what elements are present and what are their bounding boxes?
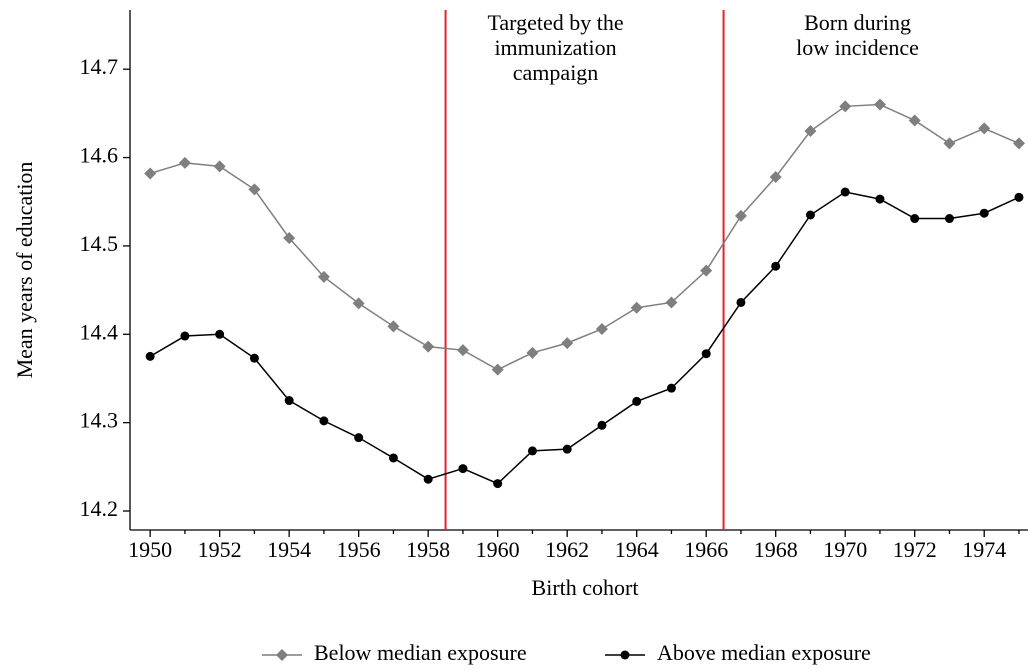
data-point	[1012, 137, 1025, 150]
x-tick-label: 1966	[684, 537, 728, 562]
data-point	[561, 337, 574, 350]
data-point	[943, 137, 956, 150]
data-point	[458, 464, 468, 474]
y-tick-label: 14.5	[80, 231, 119, 256]
data-point	[215, 329, 225, 339]
data-point	[352, 297, 365, 310]
data-point	[145, 351, 155, 361]
data-point	[701, 349, 711, 359]
data-point	[284, 396, 294, 406]
data-point	[979, 208, 989, 218]
data-point	[665, 296, 678, 309]
data-point	[422, 340, 435, 353]
data-point	[805, 210, 815, 220]
data-point	[910, 214, 920, 224]
data-point	[493, 479, 503, 489]
data-point	[248, 183, 261, 196]
data-point	[666, 383, 676, 393]
y-tick-label: 14.6	[80, 143, 119, 168]
data-point	[423, 474, 433, 484]
data-point	[319, 416, 329, 426]
data-point	[839, 100, 852, 113]
annotation: immunization	[494, 35, 616, 60]
data-point	[317, 270, 330, 283]
data-point	[178, 156, 191, 169]
data-point	[491, 363, 504, 376]
data-point	[978, 122, 991, 135]
x-axis-title: Birth cohort	[532, 575, 639, 600]
x-tick-label: 1962	[545, 537, 589, 562]
x-tick-label: 1972	[893, 537, 937, 562]
data-point	[249, 353, 259, 363]
y-tick-label: 14.3	[80, 408, 119, 433]
x-tick-label: 1950	[128, 537, 172, 562]
data-point	[908, 114, 921, 127]
legend-marker	[620, 650, 630, 660]
series-line	[149, 191, 1020, 485]
data-point	[387, 320, 400, 333]
data-point	[597, 420, 607, 430]
x-tick-label: 1968	[754, 537, 798, 562]
legend-label: Below median exposure	[314, 640, 527, 665]
data-point	[180, 331, 190, 341]
data-point	[354, 433, 364, 443]
data-point	[388, 453, 398, 463]
x-tick-label: 1960	[476, 537, 520, 562]
data-point	[632, 396, 642, 406]
x-tick-label: 1952	[198, 537, 242, 562]
x-tick-label: 1956	[337, 537, 381, 562]
series-line	[149, 103, 1020, 371]
data-point	[736, 297, 746, 307]
annotation: low incidence	[796, 35, 919, 60]
data-point	[771, 261, 781, 271]
data-point	[769, 171, 782, 184]
annotation: campaign	[513, 60, 599, 85]
data-point	[1014, 192, 1024, 202]
data-point	[283, 231, 296, 244]
data-point	[734, 209, 747, 222]
x-tick-label: 1970	[823, 537, 867, 562]
data-point	[873, 98, 886, 111]
x-tick-label: 1974	[962, 537, 1006, 562]
data-point	[595, 322, 608, 335]
data-point	[526, 346, 539, 359]
data-point	[944, 214, 954, 224]
data-point	[456, 344, 469, 357]
x-tick-label: 1964	[615, 537, 659, 562]
data-point	[630, 301, 643, 314]
data-point	[562, 444, 572, 454]
y-tick-label: 14.2	[80, 496, 119, 521]
data-point	[213, 160, 226, 173]
x-tick-label: 1954	[267, 537, 311, 562]
y-tick-label: 14.4	[80, 319, 119, 344]
y-tick-label: 14.7	[80, 54, 119, 79]
data-point	[700, 264, 713, 277]
legend-label: Above median exposure	[657, 640, 871, 665]
y-axis-title: Mean years of education	[12, 162, 37, 379]
data-point	[875, 194, 885, 204]
annotation: Targeted by the	[487, 10, 623, 35]
data-point	[527, 446, 537, 456]
annotation: Born during	[804, 10, 911, 35]
data-point	[804, 125, 817, 138]
legend-marker	[276, 649, 288, 661]
data-point	[144, 167, 157, 180]
data-point	[840, 187, 850, 197]
x-tick-label: 1958	[406, 537, 450, 562]
